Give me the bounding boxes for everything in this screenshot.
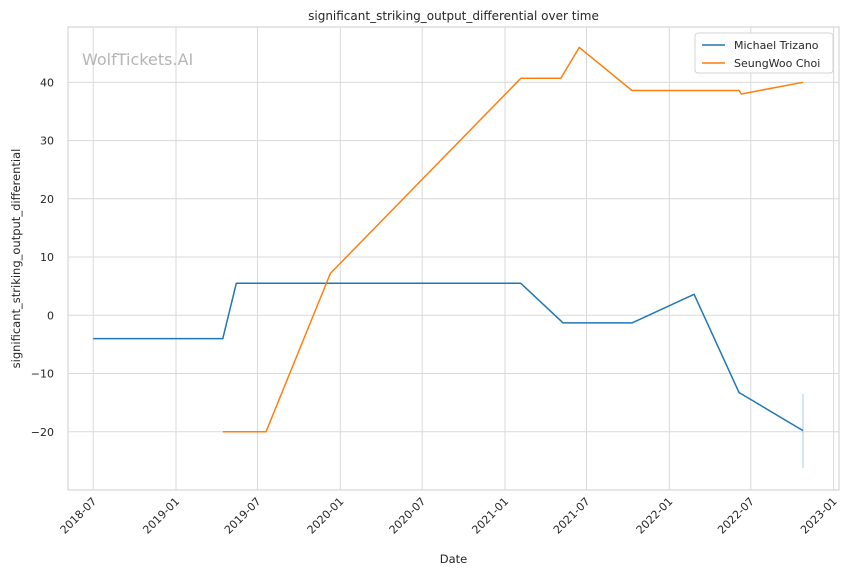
y-tick-label: −20 (31, 426, 54, 439)
y-axis-title: significant_striking_output_differential (9, 149, 23, 369)
grid-lines (68, 27, 839, 490)
plot-area (67, 26, 840, 491)
series-line-seungwoo-choi (222, 46, 804, 433)
x-tick-label: 2020-07 (387, 495, 429, 537)
x-tick-label: 2019-07 (222, 495, 264, 537)
y-tick-label: 40 (40, 76, 54, 89)
chart-title: significant_striking_output_differential… (308, 9, 599, 23)
y-tick-label: 30 (40, 135, 54, 148)
legend-label-seungwoo-choi: SeungWoo Choi (734, 57, 820, 70)
x-tick-label: 2022-01 (634, 495, 676, 537)
x-tick-label: 2019-01 (140, 495, 182, 537)
y-tick-label: 10 (40, 251, 54, 264)
x-tick-label: 2022-07 (715, 495, 757, 537)
x-axis-title: Date (440, 552, 468, 566)
legend-label-michael-trizano: Michael Trizano (734, 39, 819, 52)
y-tick-label: −10 (31, 368, 54, 381)
x-tick-label: 2021-07 (551, 495, 593, 537)
y-tick-label: 20 (40, 193, 54, 206)
x-tick-label: 2023-01 (798, 495, 840, 537)
series-line-michael-trizano (93, 282, 804, 432)
legend: Michael Trizano SeungWoo Choi (694, 32, 834, 74)
x-tick-labels: 2018-07 2019-01 2019-07 2020-01 2020-07 2021-… (58, 495, 840, 537)
series-layer (93, 46, 804, 433)
legend-box (694, 32, 834, 74)
watermark-text: WolfTickets.AI (82, 50, 193, 69)
y-tick-label: 0 (47, 309, 54, 322)
x-tick-label: 2021-01 (469, 495, 511, 537)
x-tick-label: 2020-01 (305, 495, 347, 537)
y-tick-labels: −20 −10 0 10 20 30 40 (31, 76, 54, 438)
x-tick-label: 2018-07 (58, 495, 100, 537)
